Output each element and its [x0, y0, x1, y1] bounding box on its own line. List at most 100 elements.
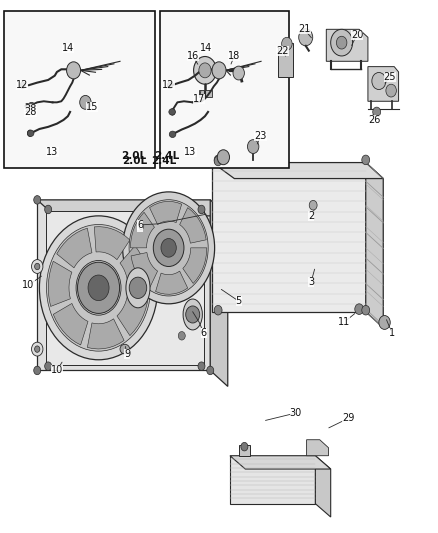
- Polygon shape: [239, 445, 250, 456]
- Text: 12: 12: [162, 80, 175, 90]
- Circle shape: [386, 84, 396, 97]
- Polygon shape: [368, 67, 399, 101]
- Text: 2.4L: 2.4L: [154, 151, 179, 161]
- Text: 9: 9: [124, 350, 130, 359]
- Bar: [4, 11, 155, 168]
- Text: 28: 28: [25, 107, 37, 117]
- Polygon shape: [94, 227, 130, 260]
- Text: 15: 15: [86, 102, 98, 111]
- Circle shape: [123, 192, 215, 304]
- Ellipse shape: [169, 109, 175, 115]
- Text: 11: 11: [338, 318, 350, 327]
- Text: 14: 14: [200, 43, 212, 53]
- Ellipse shape: [120, 344, 130, 354]
- Circle shape: [373, 107, 381, 117]
- Circle shape: [331, 29, 353, 56]
- Polygon shape: [131, 212, 155, 248]
- Ellipse shape: [167, 82, 173, 88]
- Circle shape: [88, 275, 109, 301]
- Circle shape: [178, 332, 185, 340]
- Polygon shape: [315, 456, 331, 517]
- Ellipse shape: [28, 102, 35, 109]
- Polygon shape: [230, 456, 315, 504]
- Circle shape: [299, 29, 313, 46]
- Text: 10: 10: [51, 366, 63, 375]
- Ellipse shape: [20, 82, 25, 88]
- Circle shape: [45, 362, 52, 370]
- Text: 13: 13: [184, 147, 197, 157]
- Polygon shape: [37, 200, 228, 216]
- Bar: [160, 11, 289, 168]
- Text: 5: 5: [236, 296, 242, 306]
- Circle shape: [199, 63, 211, 78]
- Polygon shape: [230, 456, 331, 469]
- Circle shape: [46, 224, 151, 351]
- Text: 1: 1: [389, 328, 395, 338]
- Text: 20: 20: [351, 30, 363, 39]
- Circle shape: [129, 277, 147, 298]
- Polygon shape: [210, 200, 228, 386]
- Circle shape: [34, 196, 41, 204]
- Polygon shape: [120, 246, 149, 288]
- Ellipse shape: [170, 109, 175, 115]
- Text: 6: 6: [201, 328, 207, 338]
- Polygon shape: [46, 211, 204, 365]
- Circle shape: [309, 200, 317, 210]
- Ellipse shape: [28, 130, 32, 136]
- Text: 2.0L: 2.0L: [122, 157, 148, 166]
- Ellipse shape: [25, 103, 29, 110]
- Text: 10: 10: [22, 280, 35, 290]
- Circle shape: [379, 316, 390, 329]
- Circle shape: [32, 260, 43, 273]
- Polygon shape: [180, 208, 206, 243]
- Text: 6: 6: [201, 328, 207, 338]
- Polygon shape: [183, 248, 207, 284]
- Polygon shape: [212, 163, 383, 179]
- Polygon shape: [326, 29, 368, 61]
- Polygon shape: [48, 261, 72, 306]
- Polygon shape: [87, 319, 124, 349]
- Circle shape: [80, 95, 91, 109]
- Text: 13: 13: [46, 147, 59, 157]
- Circle shape: [161, 239, 176, 257]
- Circle shape: [362, 305, 370, 315]
- Text: 23: 23: [254, 131, 267, 141]
- Text: 3: 3: [308, 278, 314, 287]
- Circle shape: [212, 62, 226, 79]
- Text: 26: 26: [368, 115, 381, 125]
- Circle shape: [186, 306, 200, 323]
- Text: 12: 12: [16, 80, 28, 90]
- Circle shape: [336, 36, 347, 49]
- Text: 2.0L: 2.0L: [121, 151, 146, 161]
- Text: 18: 18: [228, 51, 240, 61]
- Text: 28: 28: [25, 104, 37, 114]
- Text: 30: 30: [290, 408, 302, 418]
- Circle shape: [153, 229, 184, 266]
- Ellipse shape: [169, 131, 176, 138]
- Circle shape: [355, 304, 364, 314]
- Text: 2: 2: [308, 211, 314, 221]
- Polygon shape: [278, 43, 293, 77]
- Circle shape: [194, 56, 216, 84]
- Polygon shape: [212, 163, 366, 312]
- Text: 22: 22: [276, 46, 289, 55]
- Polygon shape: [131, 253, 158, 288]
- Circle shape: [35, 263, 40, 270]
- Polygon shape: [117, 293, 148, 336]
- Ellipse shape: [183, 299, 202, 330]
- Circle shape: [282, 37, 292, 50]
- Polygon shape: [57, 228, 92, 268]
- Circle shape: [35, 346, 40, 352]
- Text: 29: 29: [342, 414, 354, 423]
- Text: 21: 21: [298, 25, 311, 34]
- Circle shape: [233, 66, 244, 80]
- Circle shape: [198, 205, 205, 214]
- Polygon shape: [53, 303, 88, 345]
- Circle shape: [362, 155, 370, 165]
- Text: 6: 6: [137, 222, 143, 231]
- Circle shape: [198, 362, 205, 370]
- Circle shape: [45, 205, 52, 214]
- Circle shape: [214, 305, 222, 315]
- Text: 16: 16: [187, 51, 199, 61]
- Circle shape: [241, 442, 248, 451]
